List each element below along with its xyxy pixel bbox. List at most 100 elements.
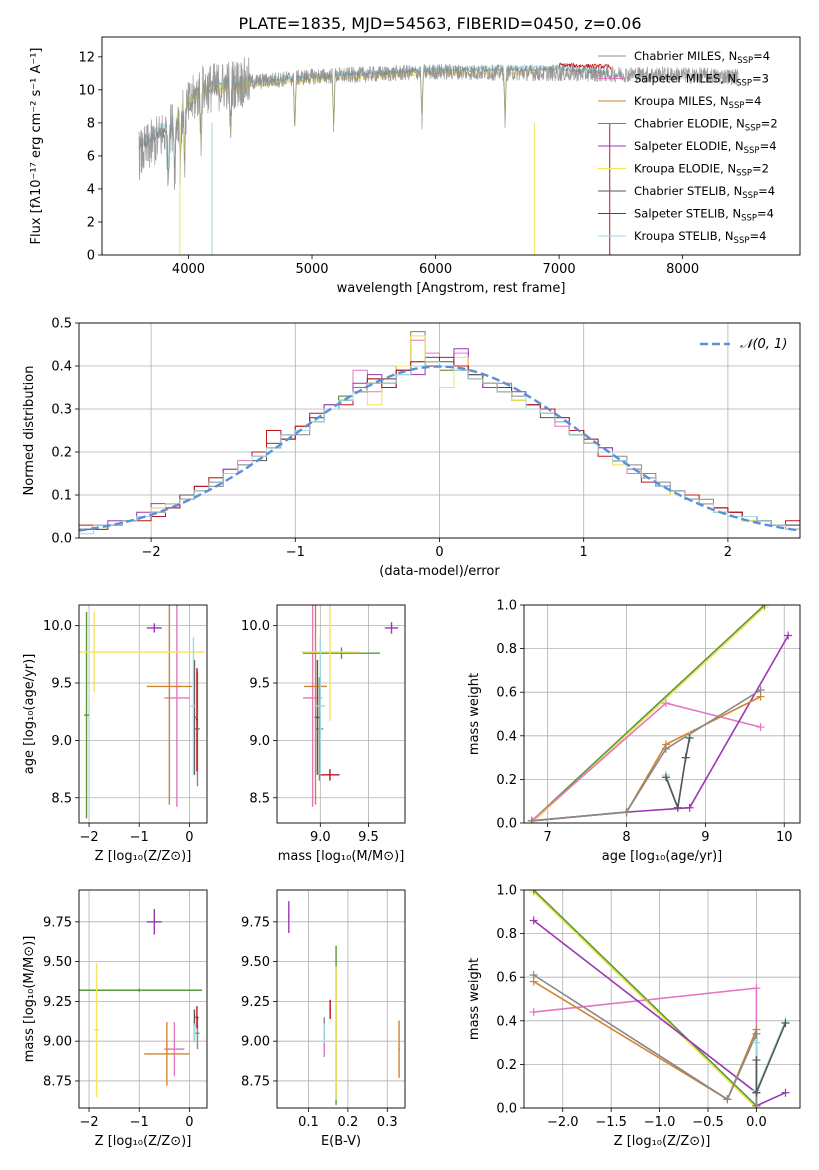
figure-title: PLATE=1835, MJD=54563, FIBERID=0450, z=0… bbox=[238, 14, 641, 33]
legend-label: Chabrier STELIB, NSSP=4 bbox=[634, 184, 775, 201]
mass_vs_EBV-ytick-label: 9.75 bbox=[241, 915, 270, 930]
weight-point-marker bbox=[685, 803, 694, 812]
weight-point-marker bbox=[760, 605, 769, 609]
errorbar-point bbox=[94, 963, 100, 1097]
mass_vs_Z-ytick-label: 9.75 bbox=[43, 915, 72, 930]
mass_vs_Z-xtick-label: −2 bbox=[79, 1115, 98, 1130]
weight_vs_age-xtick-label: 8 bbox=[622, 830, 630, 845]
errorbar-point bbox=[79, 611, 205, 693]
weight_vs_Z-ylabel: mass weight bbox=[467, 958, 482, 1040]
weight_vs_Z-ytick-label: 0.0 bbox=[496, 1102, 517, 1117]
errorbar-point bbox=[302, 605, 323, 807]
age_vs_mass-ytick-label: 10.0 bbox=[241, 619, 270, 634]
legend-label: Kroupa STELIB, NSSP=4 bbox=[634, 229, 766, 246]
weight_vs_age-ylabel: mass weight bbox=[467, 673, 482, 755]
mass_vs_Z-frame bbox=[78, 889, 208, 1109]
mass_vs_Z-xtick-label: 0 bbox=[185, 1115, 193, 1130]
residuals-ytick-label: 0.2 bbox=[51, 446, 72, 461]
residuals-xtick-label: −1 bbox=[286, 545, 305, 560]
residuals-ytick-label: 0.4 bbox=[51, 360, 72, 375]
weight_vs_Z-ytick-label: 0.2 bbox=[496, 1058, 517, 1073]
weight-point-marker bbox=[752, 1038, 761, 1047]
weight-series-line bbox=[531, 605, 766, 822]
weight_vs_age-panel: 7 8 9 10 0.0 0.2 0.4 0.6 0.8 1.0 age [log₁₀(age/yr… bbox=[467, 599, 801, 864]
age_vs_Z-frame bbox=[78, 604, 208, 824]
weight_vs_Z-ytick-label: 0.6 bbox=[496, 971, 517, 986]
weight-point-marker bbox=[529, 916, 538, 925]
spectrum-panel: 4000 5000 6000 7000 8000 0 2 4 6 8 10 12 wavelength … bbox=[29, 36, 801, 296]
spectrum-ytick-label: 0 bbox=[87, 249, 95, 264]
errorbar-point bbox=[329, 999, 331, 1019]
errorbar-point bbox=[320, 769, 340, 781]
weight-point-marker bbox=[527, 816, 536, 823]
spectrum-xlabel: wavelength [Angstrom, rest frame] bbox=[337, 281, 566, 296]
residuals-ytick-label: 0.1 bbox=[51, 489, 72, 504]
mass_vs_Z-panel: −2 −1 0 8.75 9.00 9.25 9.50 9.75 Z [log₁₀(Z/Z⊙)]… bbox=[22, 889, 208, 1149]
legend-label: Kroupa MILES, NSSP=4 bbox=[634, 94, 761, 111]
legend-label: Chabrier MILES, NSSP=4 bbox=[634, 49, 770, 66]
weight-series-line bbox=[531, 702, 761, 822]
errorbar-point bbox=[146, 623, 162, 633]
spectrum-frame bbox=[101, 36, 801, 256]
legend-label: Salpeter ELODIE, NSSP=4 bbox=[634, 139, 777, 156]
errorbar-point bbox=[193, 1023, 196, 1043]
residuals-xtick-label: −2 bbox=[142, 545, 161, 560]
age_vs_Z-ylabel: age [log₁₀(age/yr)] bbox=[22, 654, 37, 775]
weight-point-marker bbox=[756, 686, 765, 695]
spectrum-xtick-label: 8000 bbox=[666, 262, 699, 277]
age_vs_mass-xtick-label: 9.0 bbox=[310, 830, 331, 845]
legend-label: Chabrier ELODIE, NSSP=2 bbox=[634, 117, 778, 134]
weight_vs_Z-xtick-label: −0.5 bbox=[692, 1115, 724, 1130]
weight-series-line bbox=[665, 737, 691, 811]
weight-point-marker bbox=[756, 723, 765, 732]
weight_vs_Z-frame bbox=[523, 889, 801, 1109]
residuals-xlabel: (data-model)/error bbox=[379, 564, 500, 579]
weight-series-line bbox=[755, 1022, 787, 1094]
weight_vs_Z-ytick-label: 0.4 bbox=[496, 1014, 517, 1029]
weight-point-marker bbox=[661, 744, 670, 753]
spectrum-legend: Chabrier MILES, NSSP=4 Salpeter MILES, NS… bbox=[598, 49, 778, 246]
errorbar-point bbox=[323, 1023, 326, 1043]
weight-point-marker bbox=[622, 808, 631, 817]
weight_vs_age-xtick-label: 7 bbox=[544, 830, 552, 845]
age_vs_mass-panel: 9.0 9.5 8.5 9.0 9.5 10.0 mass [log₁₀(M/M⊙)] bbox=[241, 604, 406, 864]
weight-point-marker bbox=[661, 699, 670, 708]
errorbar-point bbox=[288, 901, 290, 933]
mass_vs_EBV-frame bbox=[276, 889, 406, 1109]
errorbar-point bbox=[195, 668, 198, 772]
age_vs_mass-grid bbox=[277, 605, 405, 823]
weight_vs_age-xtick-label: 10 bbox=[776, 830, 793, 845]
errorbar-point bbox=[303, 605, 328, 805]
weight-point-marker bbox=[752, 1056, 761, 1065]
errorbar-point bbox=[315, 677, 324, 781]
weight_vs_age-xtick-label: 9 bbox=[701, 830, 709, 845]
weight-point-marker bbox=[685, 733, 694, 742]
weight-point-marker bbox=[752, 984, 761, 993]
residuals-panel: −2 −1 0 1 2 0.0 0.1 0.2 0.3 0.4 0.5 (data-model)/er… bbox=[22, 317, 801, 579]
spectrum-xtick-label: 6000 bbox=[419, 262, 452, 277]
weight-series-line bbox=[755, 1020, 787, 1091]
weight_vs_age-ytick-label: 0.6 bbox=[496, 686, 517, 701]
spectrum-ytick-label: 12 bbox=[78, 50, 95, 65]
weight_vs_age-ytick-label: 0.2 bbox=[496, 773, 517, 788]
errorbar-point bbox=[79, 988, 202, 992]
weight-point-marker bbox=[661, 773, 670, 782]
residuals-ytick-label: 0.5 bbox=[51, 317, 72, 332]
weight_vs_age-ytick-label: 0.8 bbox=[496, 642, 517, 657]
weight_vs_Z-xtick-label: −1.0 bbox=[644, 1115, 676, 1130]
mass_vs_Z-ylabel: mass [log₁₀(M/M⊙)] bbox=[22, 936, 37, 1063]
residuals-ytick-label: 0.3 bbox=[51, 403, 72, 418]
age_vs_Z-xtick-label: −2 bbox=[79, 830, 98, 845]
residuals-data bbox=[79, 331, 800, 538]
age_vs_Z-ytick-label: 9.5 bbox=[51, 677, 72, 692]
errorbar-point bbox=[384, 622, 399, 634]
legend-label: Kroupa ELODIE, NSSP=2 bbox=[634, 162, 769, 179]
mass_vs_EBV-xtick-label: 0.2 bbox=[338, 1115, 359, 1130]
errorbar-point bbox=[335, 966, 337, 1101]
residuals-xtick-label: 1 bbox=[580, 545, 588, 560]
residuals-xtick-label: 0 bbox=[435, 545, 443, 560]
spectrum-data bbox=[138, 57, 739, 255]
residuals-ytick-label: 0.0 bbox=[51, 532, 72, 547]
errorbar-point bbox=[144, 1022, 190, 1086]
weight_vs_Z-panel: −2.0 −1.5 −1.0 −0.5 0.0 0.0 0.2 0.4 0.6 0.8 1.0 Z [… bbox=[467, 884, 801, 1149]
